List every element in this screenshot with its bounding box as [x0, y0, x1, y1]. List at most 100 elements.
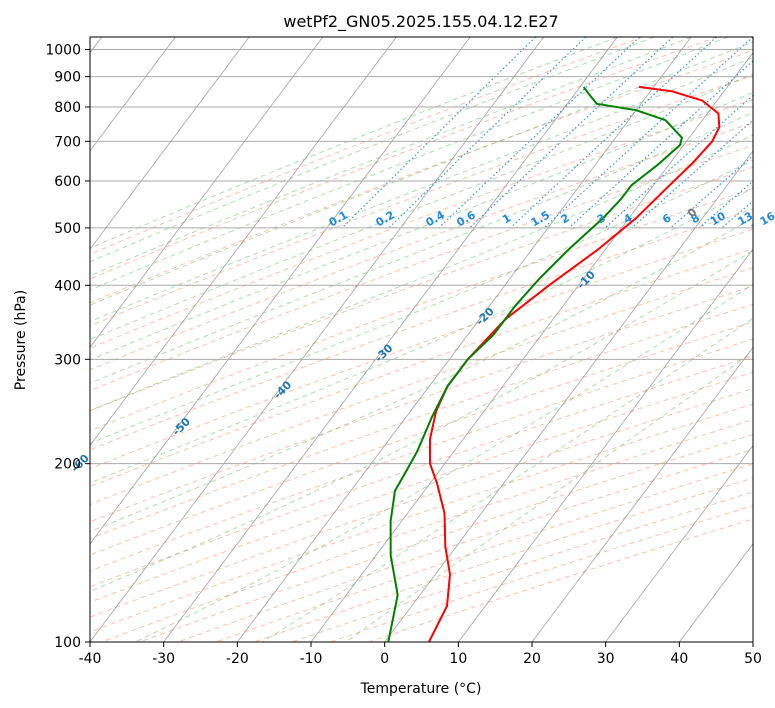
- y-tick-label: 800: [54, 100, 81, 116]
- mixing-ratio-line: [469, 37, 674, 229]
- isotherm: [531, 346, 753, 642]
- x-tick-label: 10: [449, 651, 467, 667]
- y-axis-label: Pressure (hPa): [13, 290, 29, 390]
- mixing-ratio-line: [670, 154, 753, 229]
- x-tick-label: 30: [597, 651, 615, 667]
- mixing-ratio-line: [568, 60, 753, 229]
- dry-adiabat: [90, 37, 718, 280]
- isotherm: [90, 37, 545, 642]
- dry-adiabat: [90, 303, 753, 540]
- mixing-ratio-label: 1: [500, 211, 513, 226]
- mixing-ratio-line: [604, 94, 753, 229]
- moist-adiabat: [90, 37, 655, 263]
- moist-adiabat: [90, 37, 729, 291]
- dry-adiabat: [90, 187, 753, 432]
- dry-adiabat: [90, 248, 753, 488]
- x-tick-label: 20: [523, 651, 541, 667]
- isotherm-label: -30: [372, 341, 395, 364]
- mixing-ratio-line: [438, 37, 640, 229]
- mixing-ratio-line: [543, 37, 753, 229]
- mixing-ratio-label: 0.1: [327, 208, 350, 229]
- mixing-ratio-line: [388, 37, 587, 229]
- dry-adiabat: [215, 463, 753, 642]
- isotherm: [605, 444, 753, 642]
- isotherm: [752, 641, 753, 642]
- dry-adiabat: [90, 49, 753, 304]
- dewpoint-profile: [387, 86, 683, 642]
- x-tick-label: -20: [226, 651, 249, 667]
- isotherm: [237, 37, 692, 642]
- dry-adiabat: [90, 144, 753, 392]
- moist-adiabat: [90, 73, 753, 341]
- dry-adiabat: [90, 371, 753, 603]
- moist-adiabat: [90, 91, 753, 361]
- mixing-ratio-label: 10: [708, 209, 728, 228]
- dry-adiabat: [90, 208, 753, 451]
- x-tick-label: 0: [380, 651, 389, 667]
- y-tick-label: 300: [54, 352, 81, 368]
- x-tick-label: -40: [79, 651, 102, 667]
- mixing-ratio-label: 6: [660, 211, 673, 226]
- x-tick-label: -10: [300, 651, 323, 667]
- x-tick-label: 50: [744, 651, 762, 667]
- mixing-ratio-line: [631, 119, 753, 229]
- dry-adiabat: [292, 491, 753, 642]
- x-tick-label: -30: [152, 651, 175, 667]
- dry-adiabat: [90, 122, 753, 371]
- dry-adiabat: [90, 74, 753, 327]
- moist-adiabat: [90, 41, 753, 306]
- mixing-ratio-line: [771, 37, 775, 228]
- chart-title: wetPf2_GN05.2025.155.04.12.E27: [283, 12, 558, 32]
- moist-adiabat: [90, 111, 753, 384]
- axes: -40 -30 -20 -10 0 10 20 30 40 5010020030040050060…: [45, 43, 762, 667]
- isotherm: [90, 37, 324, 348]
- y-tick-label: 1000: [45, 43, 81, 59]
- dry-adiabat: [90, 37, 643, 255]
- y-tick-label: 100: [54, 635, 81, 651]
- isotherm: [163, 37, 618, 642]
- dry-adiabat: [90, 285, 753, 523]
- moist-adiabat: [90, 217, 753, 533]
- dry-adiabat: [330, 505, 753, 642]
- isotherm: [458, 248, 753, 642]
- moist-adiabat: [90, 37, 618, 249]
- moist-adiabat: [345, 351, 753, 642]
- moist-adiabat: [90, 187, 753, 484]
- moist-adiabat: [90, 250, 753, 592]
- dry-adiabat: [90, 321, 753, 556]
- isotherm-label: -40: [271, 378, 294, 401]
- mixing-ratio-label: 16: [758, 209, 775, 228]
- dry-adiabat: [90, 338, 753, 572]
- mixing-ratio-label: 2: [559, 211, 572, 226]
- dry-adiabat: [90, 355, 753, 588]
- isotherm: [90, 37, 471, 545]
- moist-adiabat: [90, 56, 753, 323]
- mixing-ratio-line: [509, 37, 717, 229]
- mixing-ratio-line: [721, 200, 753, 229]
- dry-adiabat: [90, 166, 753, 412]
- y-tick-label: 500: [54, 221, 81, 237]
- dry-adiabat: [139, 434, 753, 642]
- y-tick-label: 700: [54, 134, 81, 150]
- y-tick-label: 200: [54, 457, 81, 473]
- plot-frame: [89, 36, 754, 643]
- y-tick-label: 400: [54, 278, 81, 294]
- dry-adiabat: [90, 387, 753, 618]
- mixing-ratio-label: 0.6: [454, 208, 478, 229]
- isotherm-label: -50: [170, 415, 193, 438]
- isotherm: [90, 37, 397, 447]
- isotherm: [679, 543, 753, 642]
- background-lines: [90, 37, 775, 642]
- y-tick-label: 600: [54, 174, 81, 190]
- dry-adiabat: [90, 98, 753, 349]
- profile-series: [387, 85, 721, 642]
- moist-adiabat: [90, 37, 692, 277]
- dry-adiabat: [90, 228, 753, 470]
- isotherm: [90, 37, 176, 152]
- isotherm: [310, 51, 753, 642]
- moist-adiabat: [90, 134, 753, 412]
- dry-adiabat: [90, 267, 753, 505]
- x-axis-label: Temperature (°C): [360, 681, 482, 697]
